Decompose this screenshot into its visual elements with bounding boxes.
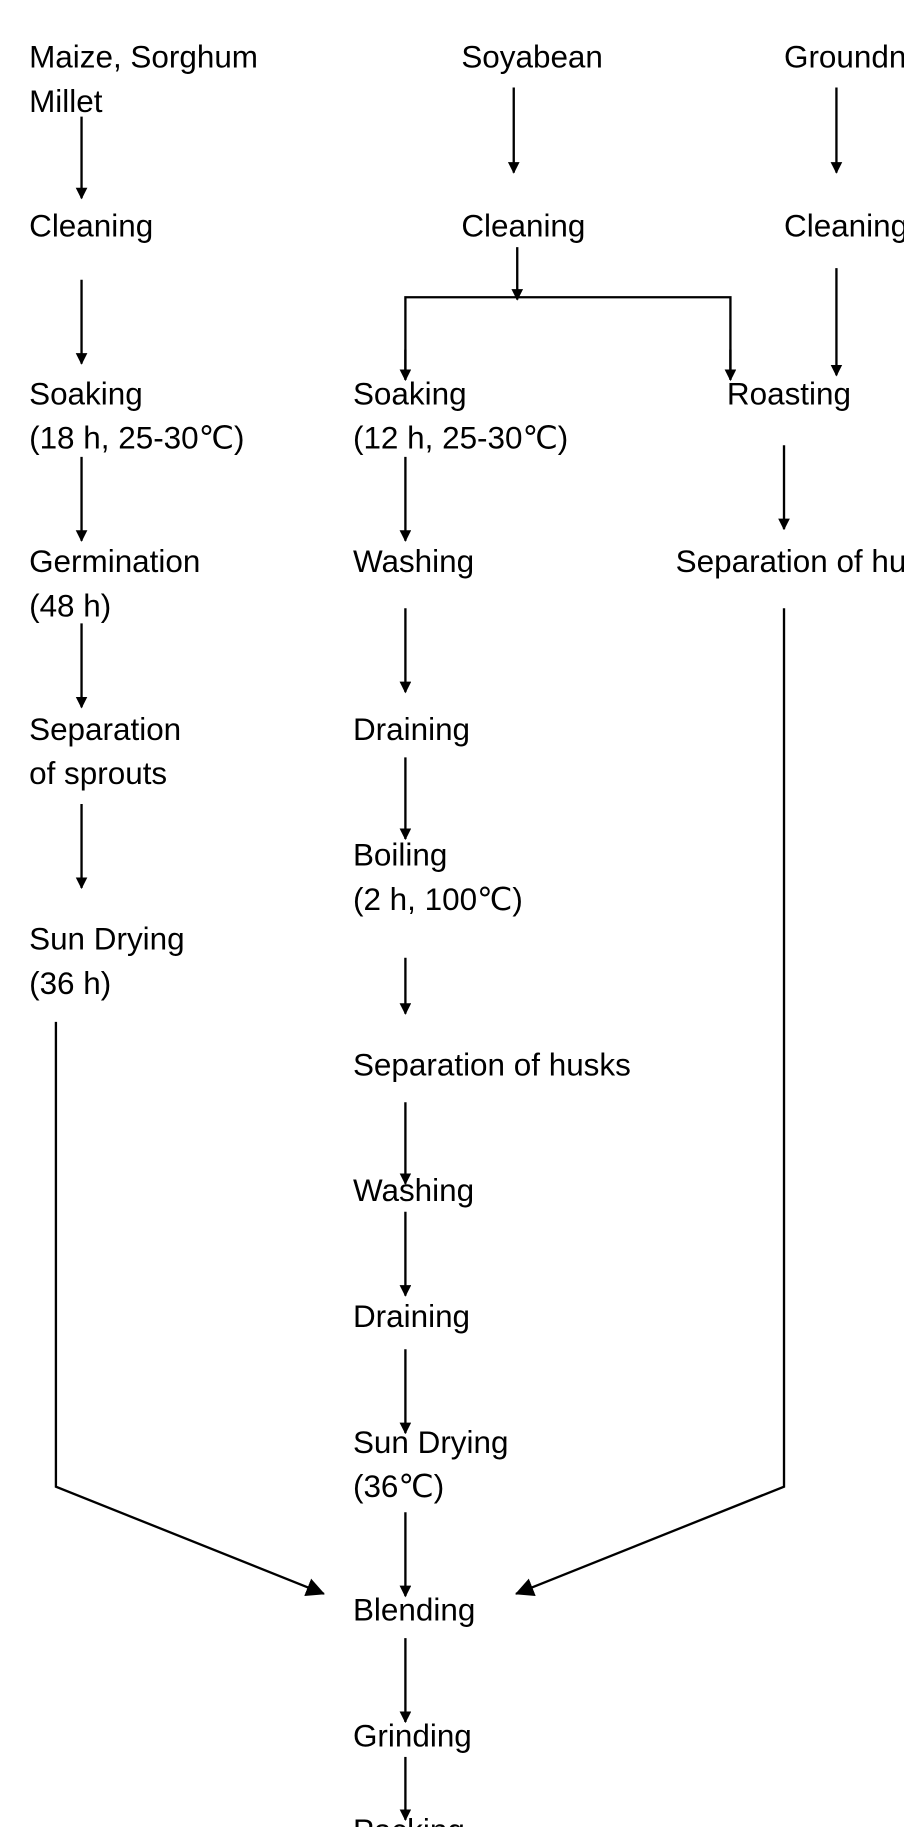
col2-draining-1: Draining <box>353 712 470 747</box>
split-connector <box>404 296 732 379</box>
col2-washing-1: Washing <box>353 544 474 579</box>
col3-separation: Separation of husks <box>676 544 904 579</box>
col2-boiling: Boiling <box>353 838 447 873</box>
grinding: Grinding <box>353 1718 472 1753</box>
packing: Packing <box>353 1813 465 1827</box>
col2-source: Soyabean <box>461 40 603 75</box>
col2-cleaning: Cleaning <box>461 209 585 244</box>
col1-source-line2: Millet <box>29 84 103 119</box>
col1-separation-line1: Separation <box>29 712 181 747</box>
col1-cleaning: Cleaning <box>29 209 153 244</box>
groundnut-to-blending-arrow <box>514 608 786 1596</box>
col1-germination-cond: (48 h) <box>29 588 111 623</box>
col2-washing-2: Washing <box>353 1173 474 1208</box>
col3-cleaning: Cleaning <box>784 209 904 244</box>
blending: Blending <box>353 1593 475 1628</box>
col1-sun-drying: Sun Drying <box>29 922 185 957</box>
col2-sun-drying-cond: (36℃) <box>353 1469 444 1504</box>
col2-soaking-cond: (12 h, 25-30℃) <box>353 421 568 456</box>
col1-sun-drying-cond: (36 h) <box>29 966 111 1001</box>
cereal-to-blending-arrow <box>54 1021 325 1596</box>
col1-soaking: Soaking <box>29 376 143 411</box>
col1-soaking-cond: (18 h, 25-30℃) <box>29 421 244 456</box>
col2-sun-drying: Sun Drying <box>353 1425 509 1460</box>
col1-germination: Germination <box>29 544 200 579</box>
col1-source-line1: Maize, Sorghum <box>29 40 258 75</box>
col3-roasting: Roasting <box>727 376 851 411</box>
col2-boiling-cond: (2 h, 100℃) <box>353 882 523 917</box>
col2-soaking: Soaking <box>353 376 467 411</box>
col3-source: Groundnut <box>784 40 904 75</box>
col2-separation: Separation of husks <box>353 1047 631 1082</box>
col1-separation-line2: of sprouts <box>29 756 167 791</box>
col2-draining-2: Draining <box>353 1299 470 1334</box>
